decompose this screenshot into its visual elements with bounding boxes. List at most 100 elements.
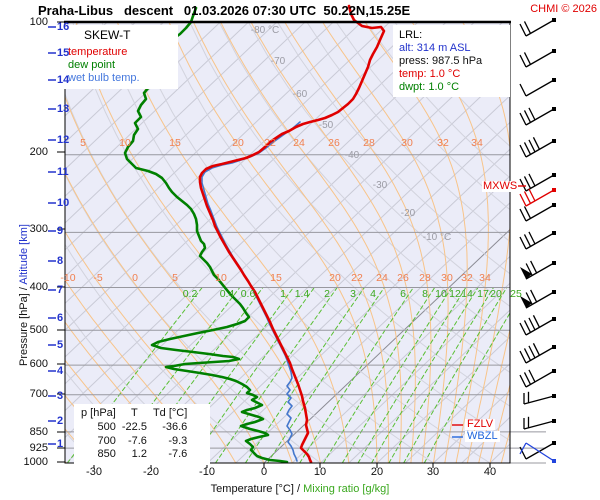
altitude-tick-label: 9: [57, 225, 64, 237]
moist-adiabat-label: 22: [351, 271, 363, 284]
wind-barb-icon: [519, 231, 556, 250]
moist-adiabat-label: 28: [363, 136, 375, 149]
isotherm-label: -10 °C: [422, 232, 452, 243]
mixing-ratio-label: 1.4: [294, 287, 310, 300]
moist-adiabat-label: 0: [132, 271, 138, 284]
altitude-tick-label: 14: [57, 74, 70, 86]
page-title: Praha-Libus descent 01.03.2026 07:30 UTC…: [38, 3, 411, 18]
x-axis-title-separator: /: [293, 483, 304, 495]
lrl-info-box: LRL: alt: 314 m ASL press: 987.5 hPa tem…: [393, 25, 510, 97]
legend-item-dew-point: dew point: [68, 59, 116, 71]
table-header-cell: Td [°C]: [152, 407, 188, 419]
temperature-curve: [198, 4, 386, 464]
temperature-tick-label: 30: [426, 466, 440, 478]
moist-adiabat-label: 5: [172, 271, 178, 284]
wind-barb-icon: [519, 315, 556, 336]
levels-table-box: p [hPa] T Td [°C] 500 -22.5 -36.6 700 -7.6 -9.3 8…: [74, 404, 210, 465]
isotherm-label: -80 °C: [250, 25, 280, 36]
x-axis-title: Temperature [°C] / Mixing ratio [g/kg]: [150, 483, 450, 495]
mixing-ratio-label: 17: [477, 287, 489, 300]
pressure-tick-label: 400: [29, 281, 48, 293]
moist-adiabat-label: 34: [471, 136, 483, 149]
temperature-tick-label: -10: [199, 466, 215, 478]
mixing-ratio-label: 12: [449, 287, 461, 300]
mixing-ratio-label: 3: [350, 287, 356, 300]
altitude-tick-label: 4: [57, 365, 64, 377]
table-cell: -7.6: [168, 448, 188, 461]
altitude-tick-label: 1: [57, 438, 64, 450]
altitude-tick-label: 16: [57, 21, 70, 33]
table-row: 850 1.2 -7.6: [78, 448, 190, 462]
pressure-tick-label: 500: [29, 324, 48, 336]
legend-item-wet-bulb: wet bulb temp.: [68, 72, 140, 84]
temperature-tick-label: 0: [260, 466, 268, 478]
moist-adiabat-label: 15: [169, 136, 181, 149]
pressure-tick-label: 600: [29, 358, 48, 370]
x-axis-title-temperature: Temperature [°C]: [210, 483, 294, 495]
isotherm-label: -30: [372, 180, 388, 191]
wind-barb-icon: [519, 137, 556, 158]
wind-barb-icon: [519, 18, 556, 37]
table-row: 700 -7.6 -9.3: [78, 435, 190, 449]
pressure-tick-label: 200: [29, 146, 48, 158]
curve-legend: SKEW-T temperature dew point wet bulb te…: [62, 25, 178, 89]
lrl-title: LRL:: [399, 29, 423, 41]
moist-adiabat-label: 30: [401, 136, 413, 149]
lrl-pressure: press: 987.5 hPa: [399, 55, 483, 67]
wind-barb-icon: [519, 107, 556, 126]
table-header-cell: T: [131, 407, 138, 419]
isotherm-label: -20: [400, 208, 416, 219]
altitude-tick-label: 3: [57, 390, 64, 402]
mixing-ratio-label: 20: [490, 287, 502, 300]
wind-barb-icon: [520, 260, 556, 280]
sounding-curves-group: [123, 4, 386, 464]
altitude-tick-label: 11: [57, 166, 69, 178]
moist-adiabat-label: 34: [479, 271, 491, 284]
isotherm-label: -60: [292, 89, 308, 100]
max-wind-label: MXWS: [482, 180, 519, 192]
chart-type-label: SKEW-T: [84, 28, 131, 42]
table-cell: 500: [97, 420, 116, 433]
table-cell: 850: [97, 448, 116, 461]
altitude-tick-label: 8: [57, 255, 64, 267]
surface-wind-barb-icon: [519, 442, 556, 463]
moist-adiabat-label: 20: [232, 136, 244, 149]
legend-item-temperature: temperature: [68, 46, 128, 58]
moist-adiabat-label: 10: [119, 136, 131, 149]
isotherm-label: -40: [344, 150, 360, 161]
altitude-tick-label: 2: [57, 415, 64, 427]
wind-barb-icon: [520, 289, 556, 309]
moist-adiabat-label: -10: [60, 271, 76, 284]
table-header-row: p [hPa] T Td [°C]: [78, 407, 190, 421]
x-axis-title-mixing-ratio: Mixing ratio [g/kg]: [303, 483, 390, 495]
pressure-tick-label: 300: [29, 223, 48, 235]
copyright-label: CHMI © 2026: [530, 3, 597, 15]
lrl-dewpoint: dwpt: 1.0 °C: [399, 81, 460, 93]
table-cell: -22.5: [121, 420, 147, 433]
moist-adiabat-label: 22: [264, 136, 276, 149]
moist-adiabat-label: 15: [270, 271, 282, 284]
wind-barb-icon: [519, 203, 556, 222]
pressure-tick-label: 925: [29, 442, 48, 454]
table-cell: -36.6: [162, 420, 188, 433]
mixing-ratio-label: 6: [400, 287, 406, 300]
wind-barb-icon: [523, 416, 556, 430]
wind-barbs-group: [519, 18, 556, 463]
mixing-ratio-label: 0.2: [182, 287, 198, 300]
wind-barb-icon: [519, 49, 556, 68]
levels-table: p [hPa] T Td [°C] 500 -22.5 -36.6 700 -7.6 -9.3 8…: [78, 407, 190, 462]
temperature-tick-label: -20: [143, 466, 159, 478]
mixing-ratio-label: 0.4: [219, 287, 235, 300]
wind-barb-icon: [519, 369, 556, 388]
mixing-ratio-label: 8: [422, 287, 428, 300]
wind-barb-icon: [519, 343, 556, 364]
wind-barb-icon: [523, 391, 556, 405]
freezing-level-label: FZLV: [465, 418, 496, 430]
wind-barb-icon: [519, 173, 556, 192]
temperature-tick-label: 40: [483, 466, 497, 478]
mixing-ratio-label: 10: [435, 287, 447, 300]
table-cell: 1.2: [131, 448, 147, 461]
pressure-tick-label: 1000: [23, 456, 48, 468]
temperature-tick-label: 10: [313, 466, 327, 478]
temperature-tick-label: -30: [86, 466, 102, 478]
